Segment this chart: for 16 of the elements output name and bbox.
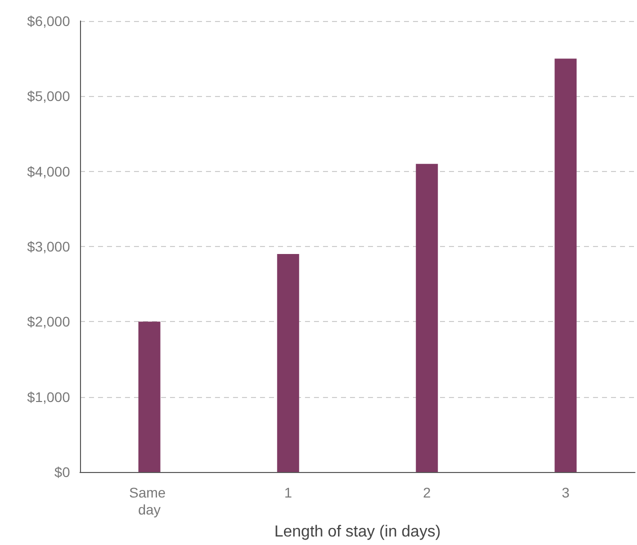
bar xyxy=(416,164,438,472)
x-tick-label: 1 xyxy=(284,484,292,500)
x-tick-label: 2 xyxy=(422,484,431,500)
y-tick-label: $4,000 xyxy=(27,163,70,180)
y-tick-label: $0 xyxy=(54,464,70,480)
y-tick-label: $2,000 xyxy=(27,314,70,330)
y-tick-label: $6,000 xyxy=(27,13,70,29)
x-axis-title: Length of stay (in days) xyxy=(274,524,441,540)
bar xyxy=(554,58,577,472)
y-tick-label: $3,000 xyxy=(27,238,70,254)
y-tick-label: $5,000 xyxy=(27,88,70,104)
y-tick-label: $1,000 xyxy=(27,388,70,405)
x-tick-label: 3 xyxy=(562,484,570,500)
bar xyxy=(138,322,160,472)
x-tick-label: Same day xyxy=(129,484,170,518)
bar xyxy=(277,254,300,472)
